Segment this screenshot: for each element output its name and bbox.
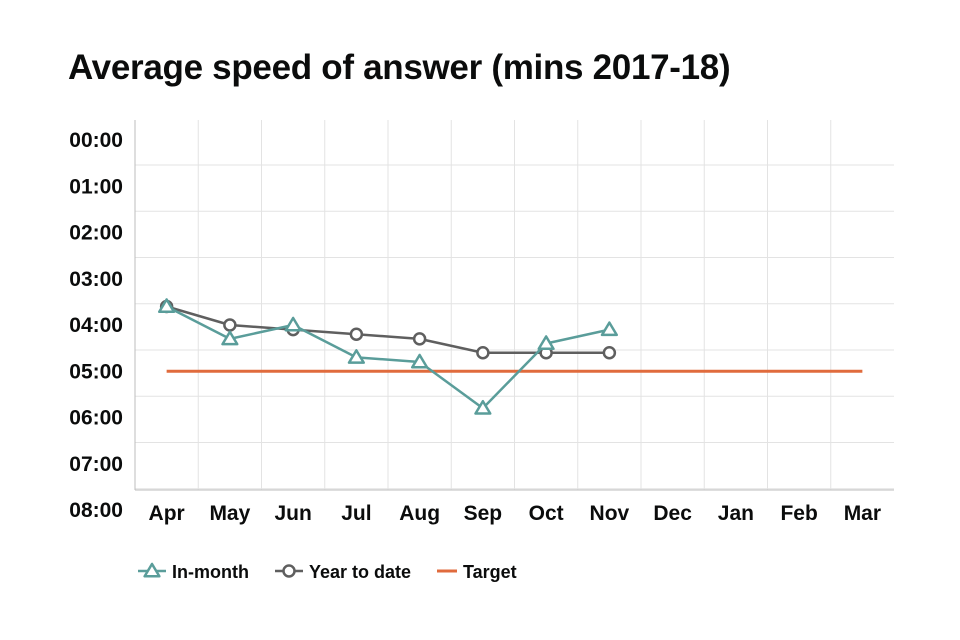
x-axis-ticks: Apr May Jun Jul Aug Sep Oct Nov Dec Jan Feb Mar <box>149 502 882 525</box>
x-tick-label: Feb <box>780 502 817 525</box>
x-tick-label: Mar <box>844 502 881 525</box>
legend: In-month Year to date Target <box>138 562 517 582</box>
series-line-in-month <box>166 305 610 410</box>
y-axis-ticks: 00:00 01:00 02:00 03:00 04:00 05:00 06:00 07:00… <box>69 129 123 522</box>
series <box>158 298 863 415</box>
data-point-year-to-date <box>349 327 364 341</box>
data-point-year-to-date <box>412 332 427 346</box>
data-point-in-month <box>474 400 492 415</box>
y-tick-label: 02:00 <box>69 222 123 245</box>
legend-label: Target <box>463 562 517 582</box>
x-tick-label: Nov <box>590 502 630 525</box>
data-point-in-month <box>600 321 618 337</box>
x-tick-label: May <box>209 502 250 525</box>
x-tick-label: Apr <box>149 502 185 525</box>
y-tick-label: 01:00 <box>69 175 123 198</box>
x-tick-label: Dec <box>653 502 692 525</box>
x-tick-label: Oct <box>529 502 564 525</box>
legend-item: Target <box>437 562 517 582</box>
grid-lines <box>135 120 894 490</box>
x-tick-label: Aug <box>399 502 440 525</box>
y-tick-label: 04:00 <box>69 314 123 337</box>
data-point-in-month <box>158 298 176 313</box>
data-point-year-to-date <box>223 318 237 332</box>
y-tick-label: 06:00 <box>69 407 123 430</box>
x-tick-label: Jun <box>274 502 311 525</box>
legend-item: In-month <box>138 562 249 582</box>
legend-label: Year to date <box>309 562 411 582</box>
data-point-in-month <box>347 349 365 364</box>
chart-title: Average speed of answer (mins 2017-18) <box>68 48 731 87</box>
data-point-in-month <box>537 335 555 350</box>
data-point-year-to-date <box>476 346 490 360</box>
y-tick-label: 07:00 <box>69 453 123 476</box>
x-tick-label: Jul <box>341 502 371 525</box>
x-tick-label: Sep <box>464 502 503 525</box>
legend-label: In-month <box>172 562 249 582</box>
axes <box>134 120 894 491</box>
legend-marker-triangle <box>143 562 161 578</box>
legend-marker-circle <box>282 564 296 578</box>
legend-item: Year to date <box>275 562 411 582</box>
y-tick-label: 03:00 <box>69 268 123 291</box>
data-point-in-month <box>284 316 302 332</box>
y-tick-label: 05:00 <box>69 360 123 383</box>
data-point-in-month <box>411 353 429 369</box>
data-point-year-to-date <box>602 346 617 360</box>
x-tick-label: Jan <box>718 502 754 525</box>
data-point-in-month <box>221 330 239 346</box>
y-tick-label: 08:00 <box>69 499 123 522</box>
y-tick-label: 00:00 <box>69 129 123 152</box>
